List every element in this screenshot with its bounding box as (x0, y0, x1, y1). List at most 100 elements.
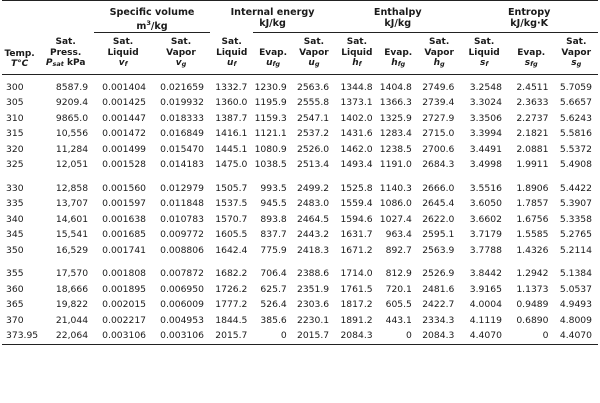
table-cell: 2526.9 (422, 268, 455, 280)
v-f-header: Sat. Liquid vf (107, 37, 139, 68)
table-row: 350 16,529 0.001741 0.008806 1642.4 775.9 2418… (2, 243, 598, 259)
table-cell: 2739.4 (422, 97, 455, 109)
table-cell: 0 (378, 328, 418, 345)
table-row: 365 19,822 0.002015 0.006009 1777.2 526.4 2303… (2, 297, 598, 313)
table-cell: 8587.9 (37, 73, 95, 95)
table-cell: 0.015470 (160, 143, 204, 155)
table-cell: 5.5816 (559, 128, 592, 140)
table-cell: 2513.4 (296, 159, 330, 171)
table-cell: 1.8906 (516, 182, 549, 194)
table-cell: 330 (6, 182, 24, 194)
table-cell: 837.7 (260, 229, 287, 241)
table-row: 340 14,601 0.001638 0.010783 1570.7 893.8 2464… (2, 212, 598, 228)
table-cell: 2084.3 (417, 328, 461, 345)
table-cell: 1671.2 (340, 244, 373, 256)
table-row: 360 18,666 0.001895 0.006950 1726.2 625.7 2351… (2, 282, 598, 298)
table-cell: 1445.1 (215, 143, 248, 155)
table-cell: 605.5 (385, 299, 412, 311)
table-cell: 3.6602 (469, 213, 502, 225)
h-f-header: Sat. Liquid hf (341, 37, 373, 68)
table-cell: 5.0537 (559, 283, 592, 295)
table-cell: 2443.2 (296, 229, 330, 241)
table-cell: 2727.9 (422, 112, 455, 124)
pressure-header: Sat. Press. Psat kPa (45, 37, 86, 68)
table-cell: 1642.4 (215, 244, 248, 256)
table-cell: 1387.7 (215, 112, 248, 124)
table-cell: 1594.6 (340, 213, 373, 225)
table-cell: 963.4 (385, 229, 412, 241)
table-cell: 1238.5 (379, 143, 412, 155)
table-cell: 2084.3 (335, 328, 379, 345)
table-cell: 1714.0 (340, 268, 373, 280)
table-row: 335 13,707 0.001597 0.011848 1537.5 945.5 2483… (2, 196, 598, 212)
table-cell: 2303.6 (296, 299, 330, 311)
table-cell: 2351.9 (296, 283, 330, 295)
table-cell: 3.8442 (469, 268, 502, 280)
table-cell: 1.6756 (516, 213, 549, 225)
table-cell: 1777.2 (215, 299, 248, 311)
table-cell: 1195.9 (254, 97, 287, 109)
table-cell: 315 (6, 128, 24, 140)
table-cell: 3.7179 (469, 229, 502, 241)
table-cell: 13,707 (55, 198, 89, 210)
table-cell: 2481.6 (422, 283, 455, 295)
table-cell: 2422.7 (422, 299, 455, 311)
table-cell: 993.5 (260, 182, 287, 194)
table-cell: 3.3994 (469, 128, 502, 140)
table-cell: 2547.1 (296, 112, 330, 124)
table-cell: 3.9165 (469, 283, 502, 295)
table-cell: 443.1 (385, 314, 412, 326)
table-cell: 0.018333 (160, 112, 204, 124)
table-cell: 0.001499 (102, 143, 147, 155)
table-cell: 2715.0 (422, 128, 455, 140)
table-cell: 17,570 (55, 268, 89, 280)
table-cell: 625.7 (260, 283, 287, 295)
table-cell: 1.9911 (516, 159, 549, 171)
table-body: 300 8587.9 0.001404 0.021659 1332.7 1230.9 256… (2, 73, 598, 345)
temp-header: Temp. T°C (4, 48, 35, 70)
table-cell: 3.4998 (469, 159, 502, 171)
table-cell: 1360.0 (215, 97, 248, 109)
table-cell: 2418.3 (296, 244, 330, 256)
table-cell: 340 (6, 213, 24, 225)
table-row: 345 15,541 0.001685 0.009772 1605.5 837.7 2443… (2, 227, 598, 243)
table-cell: 12,858 (55, 182, 89, 194)
table-cell: 1086.0 (379, 198, 412, 210)
table-cell: 893.8 (260, 213, 287, 225)
table-cell: 2.3633 (516, 97, 549, 109)
table-cell: 335 (6, 198, 24, 210)
table-cell: 345 (6, 229, 24, 241)
table-cell: 3.3506 (469, 112, 502, 124)
table-row: 300 8587.9 0.001404 0.021659 1332.7 1230.9 256… (2, 73, 598, 95)
table-cell: 0.003106 (94, 328, 153, 345)
table-cell: 0.001741 (102, 244, 147, 256)
h-fg-header: Evap. hfg (384, 47, 413, 69)
table-cell: 0.004953 (160, 314, 204, 326)
table-cell: 1493.4 (340, 159, 373, 171)
u-f-header: Sat. Liquid uf (216, 37, 248, 68)
entropy-header: Entropy kJ/kg·K (460, 0, 598, 33)
table-cell: 1140.3 (379, 182, 412, 194)
table-cell: 0.001895 (102, 283, 147, 295)
s-fg-header: Evap. sfg (517, 47, 546, 69)
table-cell: 2526.0 (296, 143, 330, 155)
table-cell: 0.001404 (94, 73, 153, 95)
table-cell: 4.1119 (469, 314, 502, 326)
table-cell: 16,529 (55, 244, 89, 256)
table-cell: 2537.2 (296, 128, 330, 140)
table-cell: 5.5372 (559, 143, 592, 155)
table-cell: 1038.5 (254, 159, 287, 171)
table-cell: 2563.6 (292, 73, 336, 95)
table-cell: 2.4511 (507, 73, 555, 95)
table-cell: 0.9489 (516, 299, 549, 311)
table-cell: 526.4 (260, 299, 287, 311)
table-row: 310 9865.0 0.001447 0.018333 1387.7 1159.3 254… (2, 111, 598, 127)
table-cell: 0.021659 (152, 73, 210, 95)
table-row: 325 12,051 0.001528 0.014183 1475.0 1038.5 251… (2, 157, 598, 173)
table-cell: 1325.9 (379, 112, 412, 124)
table-cell: 1.5585 (516, 229, 549, 241)
table-cell: 2015.7 (292, 328, 336, 345)
table-cell: 720.1 (385, 283, 412, 295)
table-row: 320 11,284 0.001499 0.015470 1445.1 1080.9 252… (2, 142, 598, 158)
table-cell: 1080.9 (254, 143, 287, 155)
